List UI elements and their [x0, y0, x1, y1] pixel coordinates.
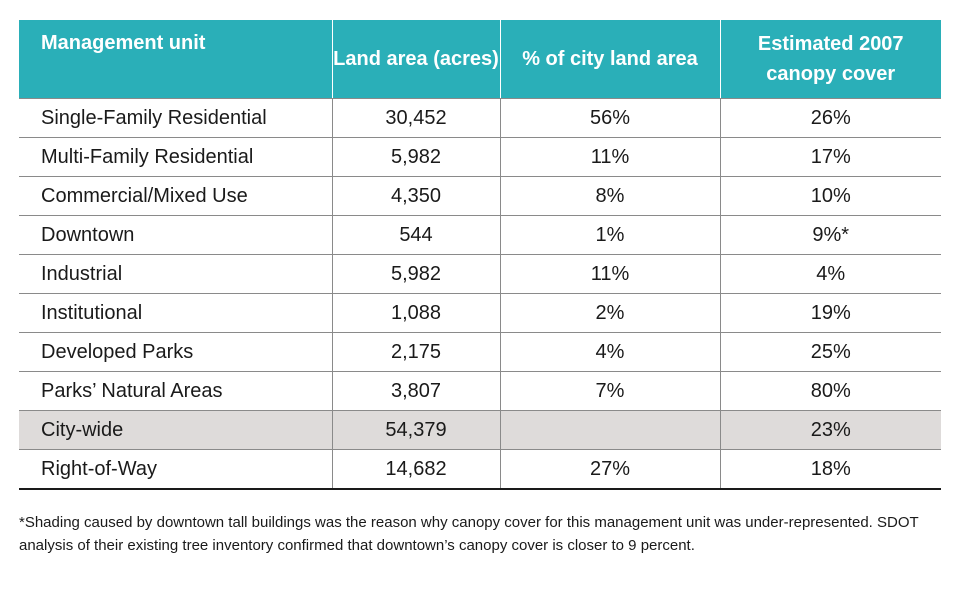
cell-management-unit: Developed Parks	[19, 332, 332, 372]
table-row: Multi-Family Residential 5,982 11% 17%	[19, 137, 941, 177]
cell-canopy-cover: 9%*	[719, 215, 941, 255]
cell-canopy-cover: 23%	[719, 410, 941, 450]
cell-canopy-cover: 17%	[719, 137, 941, 177]
footnote: *Shading caused by downtown tall buildin…	[19, 514, 919, 554]
cell-management-unit: City-wide	[19, 410, 332, 450]
cell-pct-city-land-area: 11%	[499, 137, 720, 177]
cell-land-area: 1,088	[331, 293, 500, 333]
cell-land-area: 544	[331, 215, 500, 255]
cell-land-area: 5,982	[331, 254, 500, 294]
cell-land-area: 4,350	[331, 176, 500, 216]
header-pct-city-land-area: % of city land area	[499, 20, 720, 99]
cell-pct-city-land-area: 11%	[499, 254, 720, 294]
table-row: Right-of-Way 14,682 27% 18%	[19, 449, 941, 490]
table-row: Industrial 5,982 11% 4%	[19, 254, 941, 294]
table-row: Developed Parks 2,175 4% 25%	[19, 332, 941, 372]
cell-canopy-cover: 80%	[719, 371, 941, 411]
cell-land-area: 3,807	[331, 371, 500, 411]
cell-canopy-cover: 26%	[719, 98, 941, 138]
cell-land-area: 14,682	[331, 449, 500, 490]
cell-land-area: 54,379	[331, 410, 500, 450]
header-row: Management unit Land area (acres) % of c…	[19, 20, 941, 99]
cell-canopy-cover: 4%	[719, 254, 941, 294]
cell-management-unit: Downtown	[19, 215, 332, 255]
cell-pct-city-land-area: 27%	[499, 449, 720, 490]
table-row: Commercial/Mixed Use 4,350 8% 10%	[19, 176, 941, 216]
table-header: Management unit Land area (acres) % of c…	[19, 20, 941, 99]
header-management-unit: Management unit	[19, 20, 332, 99]
cell-management-unit: Single-Family Residential	[19, 98, 332, 138]
table-body: Single-Family Residential 30,452 56% 26% Mul…	[19, 98, 941, 490]
cell-canopy-cover: 18%	[719, 449, 941, 490]
cell-land-area: 30,452	[331, 98, 500, 138]
cell-pct-city-land-area: 2%	[499, 293, 720, 333]
canopy-table: Management unit Land area (acres) % of c…	[19, 20, 941, 490]
cell-pct-city-land-area: 4%	[499, 332, 720, 372]
cell-pct-city-land-area: 8%	[499, 176, 720, 216]
cell-pct-city-land-area: 1%	[499, 215, 720, 255]
cell-canopy-cover: 19%	[719, 293, 941, 333]
cell-canopy-cover: 10%	[719, 176, 941, 216]
cell-canopy-cover: 25%	[719, 332, 941, 372]
table-row: Parks’ Natural Areas 3,807 7% 80%	[19, 371, 941, 411]
cell-land-area: 2,175	[331, 332, 500, 372]
cell-management-unit: Right-of-Way	[19, 449, 332, 490]
cell-management-unit: Institutional	[19, 293, 332, 333]
cell-management-unit: Multi-Family Residential	[19, 137, 332, 177]
table-row: City-wide 54,379 23%	[19, 410, 941, 450]
cell-management-unit: Parks’ Natural Areas	[19, 371, 332, 411]
table-row: Downtown 544 1% 9%*	[19, 215, 941, 255]
cell-management-unit: Industrial	[19, 254, 332, 294]
header-canopy-cover: Estimated 2007 canopy cover	[719, 20, 941, 99]
cell-pct-city-land-area	[499, 410, 720, 450]
header-land-area: Land area (acres)	[331, 20, 500, 99]
cell-pct-city-land-area: 7%	[499, 371, 720, 411]
cell-land-area: 5,982	[331, 137, 500, 177]
cell-pct-city-land-area: 56%	[499, 98, 720, 138]
cell-management-unit: Commercial/Mixed Use	[19, 176, 332, 216]
table-row: Single-Family Residential 30,452 56% 26%	[19, 98, 941, 138]
table-row: Institutional 1,088 2% 19%	[19, 293, 941, 333]
